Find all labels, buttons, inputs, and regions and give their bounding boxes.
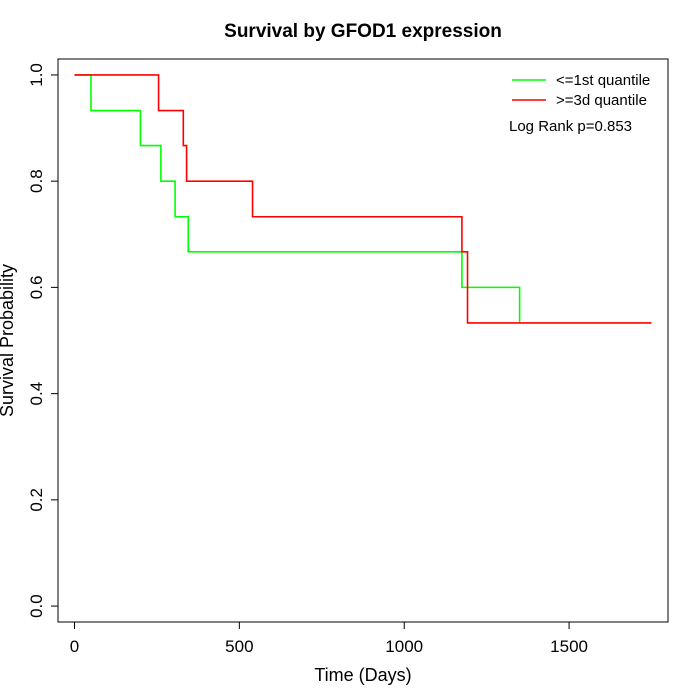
y-tick-label: 1.0 [27,63,46,87]
x-tick-label: 1500 [550,637,588,656]
series-layer [74,74,652,324]
y-axis-label: Survival Probability [0,264,17,417]
survival-curve-series-1 [74,74,521,323]
x-axis: 0 500 1000 1500 [70,621,588,656]
x-tick-label: 1000 [385,637,423,656]
plot-frame [57,58,669,623]
legend-label: <=1st quantile [556,72,650,89]
survival-curve-series-2 [74,74,652,324]
y-tick-label: 0.4 [27,382,46,406]
legend: <=1st quantile >=3d quantile [512,72,650,109]
y-tick-label: 0.6 [27,276,46,300]
y-tick-label: 0.8 [27,169,46,193]
x-tick-label: 0 [70,637,79,656]
legend-label: >=3d quantile [556,92,647,109]
log-rank-annotation: Log Rank p=0.853 [509,118,632,135]
y-tick-label: 0.0 [27,594,46,618]
y-axis: 0.0 0.2 0.4 0.6 0.8 1.0 [27,63,59,618]
x-tick-label: 500 [225,637,253,656]
chart-title: Survival by GFOD1 expression [224,21,502,42]
x-axis-label: Time (Days) [314,665,411,685]
y-tick-label: 0.2 [27,488,46,512]
